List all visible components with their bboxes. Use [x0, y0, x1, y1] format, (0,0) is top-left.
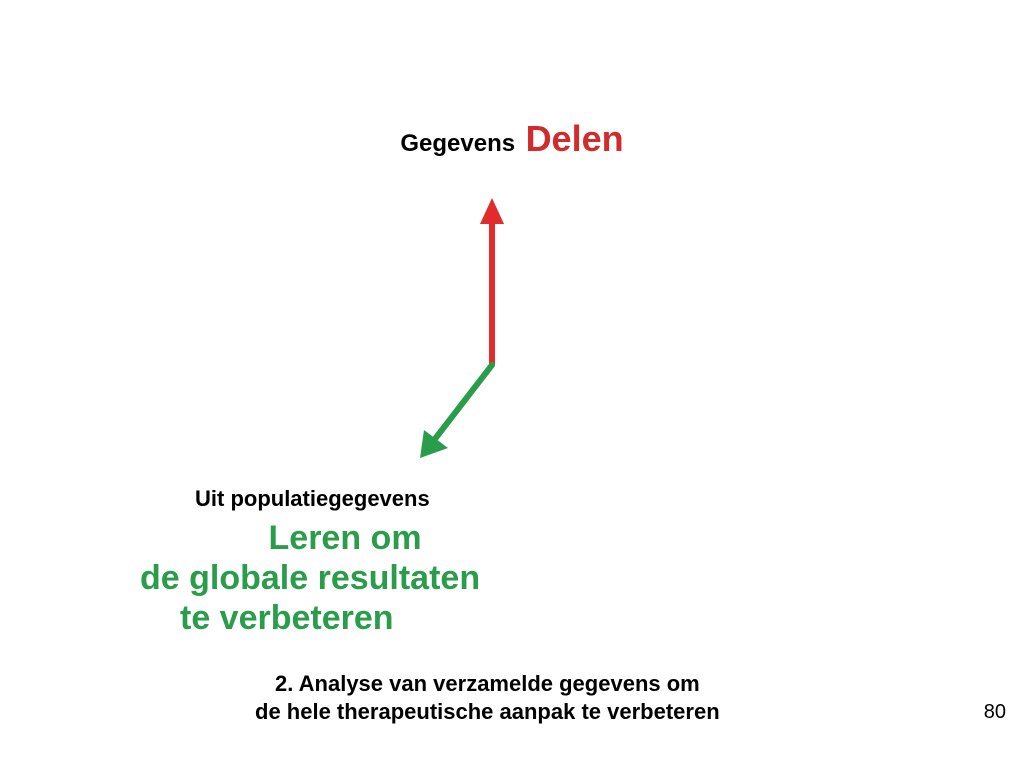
- learn-line-2: de globale resultaten: [140, 558, 480, 598]
- learn-block: Leren om de globale resultaten te verbet…: [140, 518, 480, 638]
- footer-block: 2. Analyse van verzamelde gegevens om de…: [275, 670, 720, 725]
- title-small: Gegevens: [400, 130, 515, 157]
- footer-line-2: de hele therapeutische aanpak te verbete…: [255, 698, 720, 726]
- learn-line-3: te verbeteren: [180, 598, 480, 638]
- subhead-text: Uit populatiegegevens: [195, 486, 430, 512]
- slide-title: Gegevens Delen: [0, 118, 1024, 160]
- title-large: Delen: [526, 118, 624, 159]
- page-number: 80: [984, 701, 1006, 724]
- footer-line-1: 2. Analyse van verzamelde gegevens om: [275, 670, 720, 698]
- learn-line-1: Leren om: [210, 518, 480, 558]
- arrows-diagram: [400, 190, 580, 470]
